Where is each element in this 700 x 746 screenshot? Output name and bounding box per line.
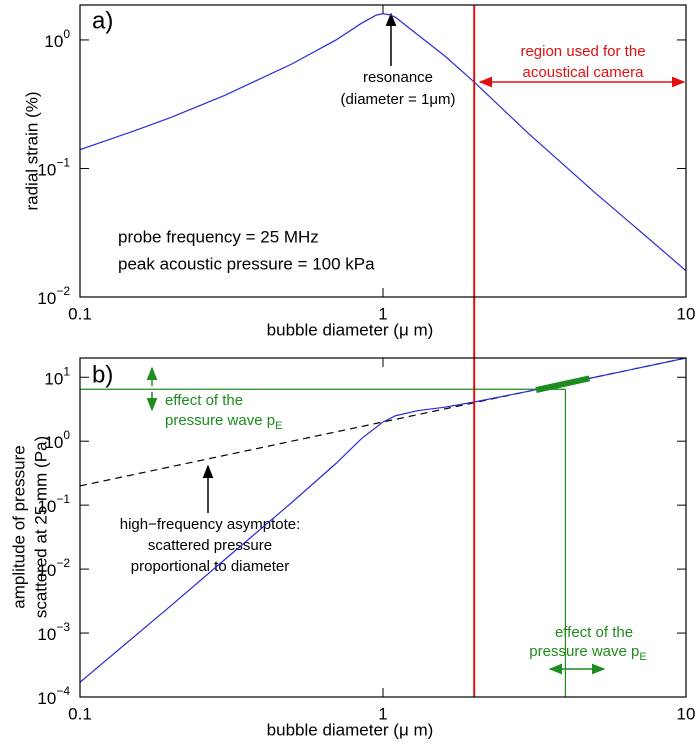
data-line	[80, 358, 686, 487]
plot-area	[80, 13, 686, 272]
annotation-text: pressure wave p	[165, 412, 275, 429]
y-tick-label: 100	[44, 27, 70, 51]
y-axis-label: radial strain (%)	[22, 91, 41, 210]
y-tick-label: 10−4	[37, 684, 70, 708]
annotation: region used for the	[520, 43, 645, 60]
x-tick-label: 10	[677, 304, 696, 323]
annotation: acoustical camera	[523, 64, 645, 81]
y-tick-base: 10	[44, 370, 63, 389]
x-tick-label: 0.1	[68, 304, 92, 323]
y-tick-exponent: 0	[63, 27, 70, 41]
y-tick-label: 10−3	[37, 620, 70, 644]
y-tick-base: 10	[37, 689, 56, 708]
y-tick-base: 10	[37, 562, 56, 581]
x-axis-label: bubble diameter (μ m)	[267, 720, 434, 739]
annotation: effect of the	[555, 624, 633, 641]
annotation: pressure wave pE	[165, 412, 282, 432]
plot-area	[80, 358, 686, 697]
y-tick-exponent: 0	[63, 428, 70, 442]
y-tick-label: 10−1	[37, 156, 70, 180]
x-tick-label: 1	[378, 304, 387, 323]
data-line	[535, 375, 591, 394]
x-tick-label: 10	[677, 704, 696, 723]
y-tick-base: 10	[37, 498, 56, 517]
y-tick-label: 10−1	[37, 492, 70, 516]
x-tick-label: 0.1	[68, 704, 92, 723]
y-axis-label: scattered at 25 mm (Pa)	[31, 436, 50, 618]
y-tick-exponent: −1	[56, 156, 70, 170]
y-tick-label: 100	[44, 428, 70, 452]
y-tick-exponent: −2	[56, 556, 70, 570]
y-tick-exponent: 1	[63, 364, 70, 378]
annotation-subscript: E	[639, 651, 646, 663]
annotation: pressure wave pE	[529, 643, 646, 663]
y-tick-base: 10	[37, 289, 56, 308]
y-tick-base: 10	[44, 434, 63, 453]
y-tick-base: 10	[37, 161, 56, 180]
annotation: resonance	[363, 69, 433, 86]
annotation: peak acoustic pressure = 100 kPa	[118, 254, 375, 273]
panel-label: a)	[92, 7, 113, 34]
y-axis-label: amplitude of pressure	[9, 445, 28, 608]
y-tick-base: 10	[37, 626, 56, 645]
y-tick-exponent: −4	[56, 684, 70, 698]
y-tick-exponent: −3	[56, 620, 70, 634]
y-tick-label: 10−2	[37, 284, 70, 308]
annotation: effect of the	[165, 392, 243, 409]
y-tick-label: 101	[44, 364, 70, 388]
annotation: scattered pressure	[148, 537, 272, 554]
annotation: probe frequency = 25 MHz	[118, 227, 319, 246]
data-line	[80, 13, 686, 272]
y-tick-base: 10	[44, 32, 63, 51]
y-tick-exponent: −2	[56, 284, 70, 298]
annotation: (diameter = 1μm)	[341, 91, 456, 108]
panel-label: b)	[92, 361, 113, 388]
annotation: proportional to diameter	[131, 558, 289, 575]
y-tick-exponent: −1	[56, 492, 70, 506]
x-tick-label: 1	[378, 704, 387, 723]
annotation: high−frequency asymptote:	[120, 516, 301, 533]
y-tick-label: 10−2	[37, 556, 70, 580]
annotation-subscript: E	[275, 420, 282, 432]
x-axis-label: bubble diameter (μ m)	[267, 320, 434, 339]
annotation-text: pressure wave p	[529, 643, 639, 660]
